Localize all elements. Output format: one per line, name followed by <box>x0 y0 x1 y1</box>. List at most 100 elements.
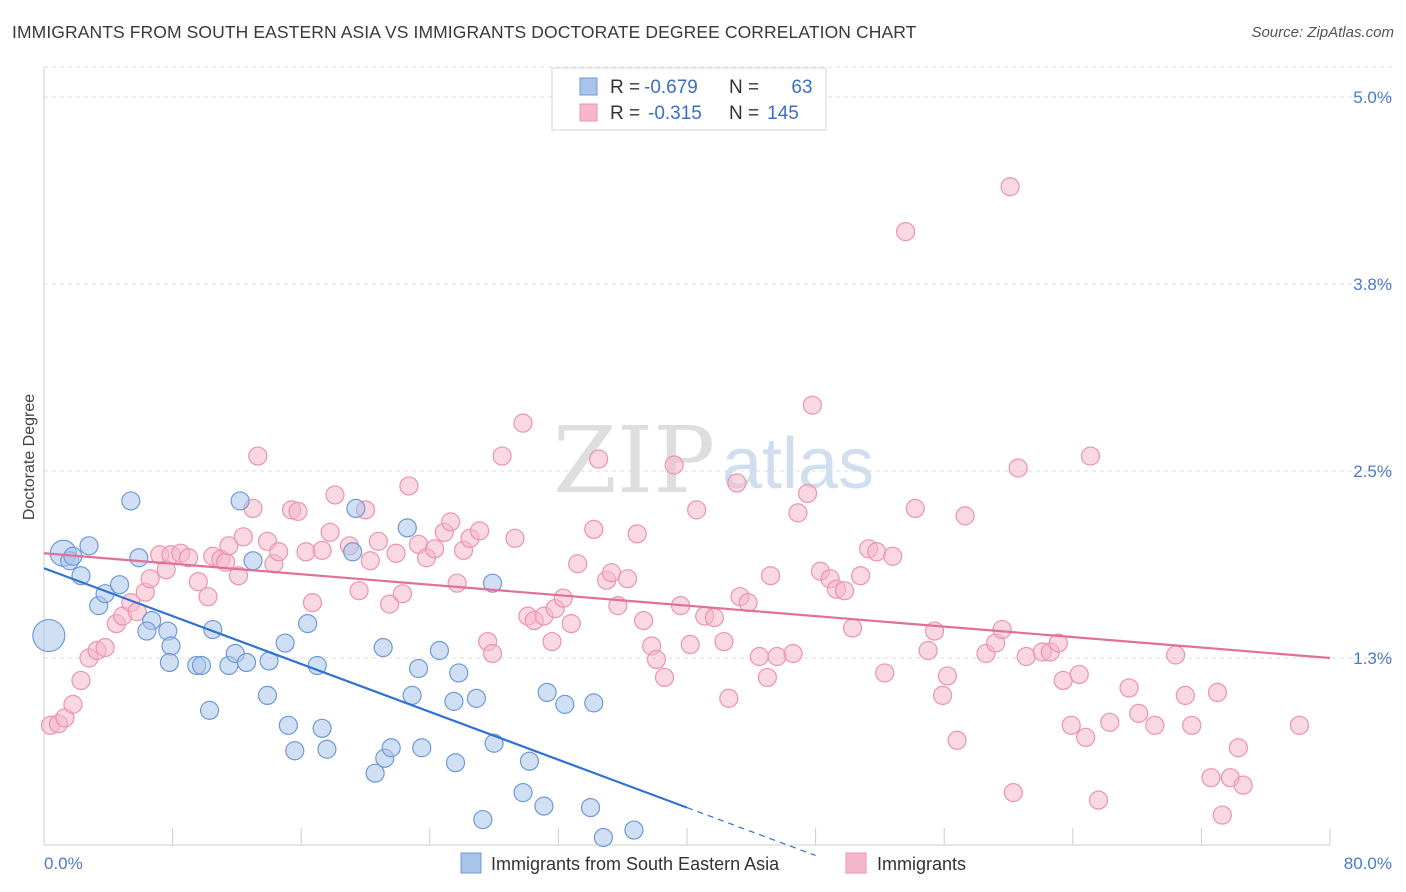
immigrants-point <box>349 581 369 601</box>
immigrants-point <box>513 413 533 433</box>
legend-r-label-blue: R = <box>610 77 640 98</box>
immigrants-point <box>233 527 253 547</box>
immigrants-point <box>783 643 803 664</box>
sea-immigrants-point <box>312 718 332 738</box>
immigrants-point <box>727 473 747 493</box>
immigrants-point <box>1048 633 1068 653</box>
immigrants-trend-line <box>43 552 1331 660</box>
sea-immigrants-point <box>513 783 533 803</box>
immigrants-point <box>542 631 562 652</box>
sea-immigrants-point <box>203 619 223 640</box>
sea-immigrants-point <box>317 739 337 759</box>
immigrants-point <box>392 584 413 604</box>
series-legend: Immigrants from South Eastern Asia Immig… <box>460 852 966 874</box>
immigrants-point <box>757 667 777 688</box>
series-legend-label-pink: Immigrants <box>877 854 966 874</box>
sea-immigrants-point <box>580 797 601 818</box>
y-tick-labels: 1.3% 2.5% 3.8% 5.0% <box>1353 88 1392 668</box>
legend-swatch-pink <box>579 103 598 122</box>
immigrants-point <box>1166 645 1186 665</box>
immigrants-point <box>296 542 316 562</box>
immigrants-point <box>482 643 503 664</box>
immigrants-point <box>553 588 573 608</box>
sea-immigrants-point <box>408 658 429 679</box>
immigrants-point <box>1053 670 1073 691</box>
immigrants-point <box>646 649 667 670</box>
immigrants-point <box>1016 646 1036 667</box>
immigrants-point <box>568 554 588 574</box>
immigrants-point <box>1207 682 1228 703</box>
immigrants-point <box>399 476 419 496</box>
sea-immigrants-point <box>275 633 295 653</box>
immigrants-point <box>140 569 160 589</box>
immigrants-point <box>1100 712 1120 732</box>
y-tick-label: 1.3% <box>1353 649 1392 668</box>
sea-immigrants-point <box>555 694 575 714</box>
source-label: Source: ZipAtlas.com <box>1251 24 1394 41</box>
immigrants-point <box>1145 715 1165 735</box>
immigrants-point <box>312 540 332 560</box>
immigrants-point <box>1008 458 1028 478</box>
immigrants-point <box>687 500 707 520</box>
y-axis-label: Doctorate Degree <box>21 394 38 520</box>
immigrants-point <box>584 519 604 539</box>
sea-immigrants-point <box>79 536 99 556</box>
sea-immigrants-point <box>129 548 149 568</box>
immigrants-point <box>1201 768 1221 788</box>
immigrants-point <box>992 619 1012 640</box>
immigrants-point <box>1003 783 1023 803</box>
immigrants-point <box>63 694 83 714</box>
sea-immigrants-point <box>537 682 557 703</box>
immigrants-point <box>441 512 461 532</box>
immigrants-point <box>802 395 822 415</box>
immigrants-point <box>760 566 781 586</box>
immigrants-point <box>95 637 115 658</box>
sea-immigrants-trend-extension <box>686 807 816 857</box>
sea-immigrants-point <box>519 751 540 771</box>
immigrants-point <box>561 613 581 634</box>
series-legend-swatch-blue <box>460 852 482 874</box>
watermark: ZIP atlas <box>553 407 874 514</box>
immigrants-point <box>71 670 91 691</box>
sea-immigrants-point <box>236 652 257 673</box>
immigrants-point <box>505 528 525 548</box>
immigrants-point <box>654 667 675 688</box>
immigrants-point <box>851 566 871 586</box>
legend-r-label-pink: R = <box>610 103 640 124</box>
x-axis-ticks <box>43 828 1331 845</box>
immigrants-point <box>1289 715 1310 735</box>
sea-immigrants-point <box>285 741 305 761</box>
sea-immigrants-point <box>473 809 493 830</box>
immigrants-point <box>680 634 700 655</box>
immigrants-point <box>627 524 647 544</box>
sea-immigrants-point <box>593 827 614 848</box>
sea-immigrants-point <box>373 637 393 658</box>
immigrants-point <box>601 563 622 583</box>
immigrants-point <box>896 222 916 242</box>
sea-immigrants-point <box>466 688 487 708</box>
legend-box <box>551 67 827 131</box>
immigrants-point <box>320 522 340 542</box>
sea-immigrants-point <box>397 518 417 538</box>
sea-immigrants-point <box>429 640 450 661</box>
sea-immigrants-point <box>257 685 278 706</box>
y-tick-label: 5.0% <box>1353 88 1392 107</box>
immigrants-point <box>492 446 512 466</box>
immigrants-point <box>767 646 787 667</box>
immigrants-point <box>1080 446 1101 466</box>
sea-immigrants-point <box>381 738 401 758</box>
immigrants-point <box>470 521 490 541</box>
x-tick-label-min: 0.0% <box>44 854 83 873</box>
immigrants-point <box>248 446 268 466</box>
immigrants-point <box>947 730 967 750</box>
immigrants-point <box>1233 775 1253 795</box>
sea-immigrants-point <box>161 636 181 656</box>
immigrants-point <box>918 640 938 661</box>
immigrants-point <box>325 485 345 505</box>
immigrants-point <box>1228 738 1248 758</box>
sea-immigrants-trend-line <box>43 567 688 809</box>
sea-immigrants-point <box>230 491 250 511</box>
immigrants-point <box>842 618 863 638</box>
immigrants-point <box>179 548 199 568</box>
